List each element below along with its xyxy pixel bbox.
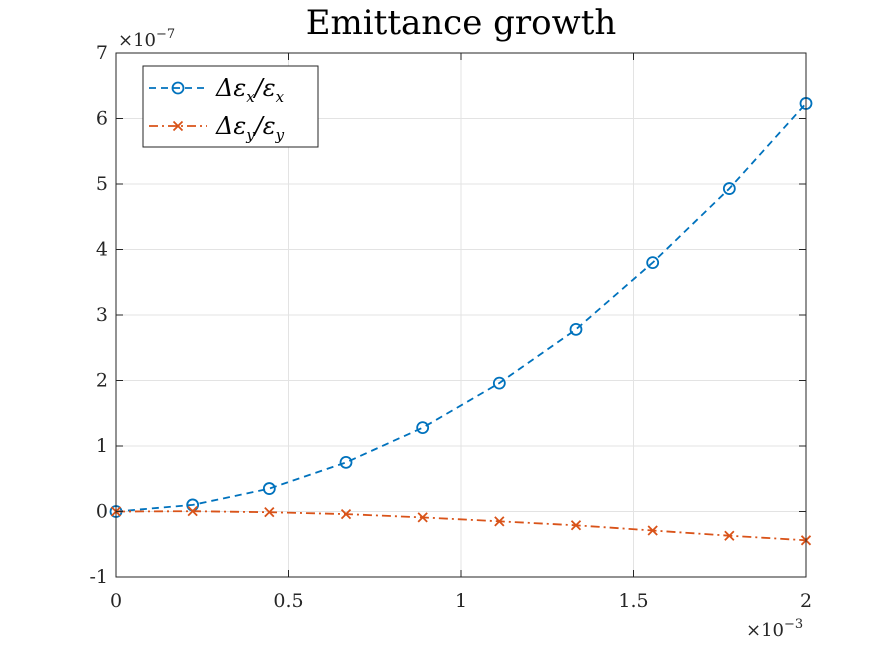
series-2-point — [494, 516, 505, 527]
y-tick-label: 5 — [96, 173, 108, 195]
legend-label-series-1: Δεx/εx — [215, 74, 285, 106]
legend-2-slash: /ε — [253, 112, 276, 140]
series-2-point — [417, 512, 428, 523]
legend-2-sub1: y — [245, 126, 255, 144]
x-tick-label: 0 — [110, 590, 122, 612]
series-2-point — [264, 507, 275, 518]
series-1-point — [646, 256, 660, 270]
series-2-point — [187, 506, 198, 517]
x-tick-label: 0.5 — [273, 590, 303, 612]
legend-2-main: Δε — [215, 112, 246, 140]
x-multiplier-base: ×10 — [746, 620, 784, 641]
x-multiplier: ×10−3 — [746, 617, 803, 641]
series-1-point — [492, 376, 506, 390]
y-tick-label: 0 — [96, 501, 108, 523]
y-multiplier-base: ×10 — [118, 30, 156, 51]
series-2-line — [115, 510, 807, 542]
y-multiplier: ×10−7 — [118, 27, 175, 51]
chart-title: Emittance growth — [306, 3, 617, 43]
legend-1-sub1: x — [246, 88, 255, 106]
x-tick-label: 2 — [800, 590, 812, 612]
series-1-point — [262, 482, 276, 495]
y-tick-label: 2 — [96, 370, 108, 392]
legend: Δεx/εx Δεy/εy — [142, 65, 319, 148]
legend-2-sub2: y — [275, 126, 285, 144]
legend-label-series-2: Δεy/εy — [215, 112, 285, 144]
series-1-point — [339, 455, 353, 469]
series-2 — [110, 506, 812, 546]
series-1-line — [115, 102, 807, 513]
legend-1-slash: /ε — [253, 74, 276, 102]
legend-marker-series-2 — [172, 120, 184, 132]
series-2-point — [340, 508, 352, 520]
series-1-point — [722, 182, 736, 195]
y-tick-label: 6 — [96, 108, 108, 130]
y-tick-label: 3 — [96, 304, 108, 326]
legend-1-sub2: x — [276, 88, 285, 106]
y-tick-label: 1 — [96, 435, 108, 457]
series-2-point — [570, 520, 582, 531]
y-tick-label: -1 — [89, 566, 108, 588]
x-tick-label: 1 — [455, 590, 467, 612]
x-tick-label: 1.5 — [618, 590, 648, 612]
series-1-point — [416, 421, 430, 435]
series-1-point — [569, 323, 583, 336]
series-2-point — [647, 525, 658, 536]
series-2-point — [724, 530, 735, 541]
y-multiplier-exponent: −7 — [156, 27, 175, 42]
legend-1-main: Δε — [215, 74, 246, 102]
legend-marker-series-1 — [171, 81, 185, 95]
legend-box — [142, 65, 319, 148]
x-multiplier-exponent: −3 — [784, 617, 803, 632]
y-tick-label: 4 — [96, 239, 108, 261]
y-tick-label: 7 — [96, 42, 108, 64]
